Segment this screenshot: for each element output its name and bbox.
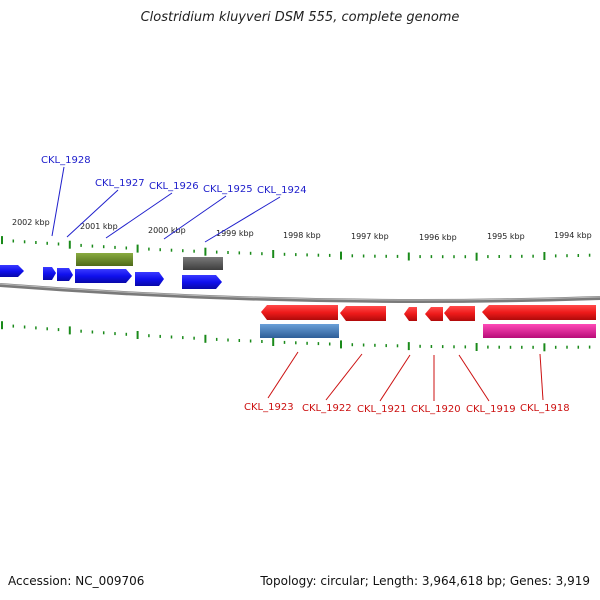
gene-label[interactable]: CKL_1923	[244, 402, 294, 413]
gene-label[interactable]: CKL_1922	[302, 403, 352, 414]
top-tick-row	[1, 236, 591, 261]
gene-arrow[interactable]	[261, 305, 338, 320]
genome-backbone-highlight	[0, 283, 600, 301]
gene-label[interactable]: CKL_1918	[520, 403, 570, 414]
gene-arrow[interactable]	[182, 275, 222, 289]
scale-label: 1999 kbp	[216, 229, 254, 238]
gene-arrow[interactable]	[404, 307, 417, 321]
label-leader	[66, 189, 119, 238]
genome-summary-text: Topology: circular; Length: 3,964,618 bp…	[260, 574, 590, 588]
scale-label: 1996 kbp	[419, 233, 457, 242]
scale-label: 2002 kbp	[12, 218, 50, 227]
gene-arrow[interactable]	[425, 307, 443, 321]
gene-arrow[interactable]	[340, 306, 386, 321]
label-leader	[204, 196, 281, 243]
scale-label: 2000 kbp	[148, 226, 186, 235]
genome-backbone	[0, 283, 600, 304]
forward-genes	[0, 253, 223, 289]
feature-block[interactable]	[483, 324, 596, 338]
gene-label[interactable]: CKL_1919	[466, 404, 516, 415]
scale-label: 2001 kbp	[80, 222, 118, 231]
bottom-label-group: CKL_1923 CKL_1922 CKL_1921 CKL_1920 CKL_…	[244, 351, 570, 415]
label-leader	[539, 353, 544, 401]
gene-label[interactable]: CKL_1926	[149, 181, 199, 192]
feature-block[interactable]	[260, 324, 339, 338]
label-leader	[51, 166, 65, 237]
genome-title: Clostridium kluyveri DSM 555, complete g…	[140, 10, 460, 25]
gene-arrow[interactable]	[444, 306, 475, 321]
gene-arrow[interactable]	[0, 265, 24, 277]
scale-labels: 2002 kbp 2001 kbp 2000 kbp 1999 kbp 1998…	[12, 218, 592, 242]
top-label-group: CKL_1928 CKL_1927 CKL_1926 CKL_1925 CKL_…	[41, 155, 307, 243]
gene-label[interactable]: CKL_1928	[41, 155, 91, 166]
scale-label: 1997 kbp	[351, 232, 389, 241]
gene-arrow[interactable]	[57, 268, 73, 281]
bottom-tick-row	[1, 321, 591, 352]
label-leader	[163, 195, 227, 240]
gene-label[interactable]: CKL_1925	[203, 184, 253, 195]
gene-arrow[interactable]	[75, 269, 132, 283]
gene-label[interactable]: CKL_1921	[357, 404, 407, 415]
scale-label: 1998 kbp	[283, 231, 321, 240]
gene-arrow[interactable]	[43, 267, 56, 280]
gene-arrow[interactable]	[135, 272, 164, 286]
reverse-genes	[260, 305, 596, 338]
gene-label[interactable]: CKL_1927	[95, 178, 145, 189]
label-leader	[105, 192, 173, 239]
label-leader	[325, 353, 363, 401]
accession-text: Accession: NC_009706	[8, 574, 145, 588]
scale-label: 1995 kbp	[487, 232, 525, 241]
feature-block[interactable]	[76, 253, 133, 266]
gene-label[interactable]: CKL_1924	[257, 185, 307, 196]
feature-block[interactable]	[183, 257, 223, 270]
gene-label[interactable]: CKL_1920	[411, 404, 461, 415]
scale-label: 1994 kbp	[554, 231, 592, 240]
gene-arrow[interactable]	[482, 305, 596, 320]
label-leader	[267, 351, 299, 399]
label-leader	[458, 354, 490, 402]
label-leader	[379, 354, 411, 402]
